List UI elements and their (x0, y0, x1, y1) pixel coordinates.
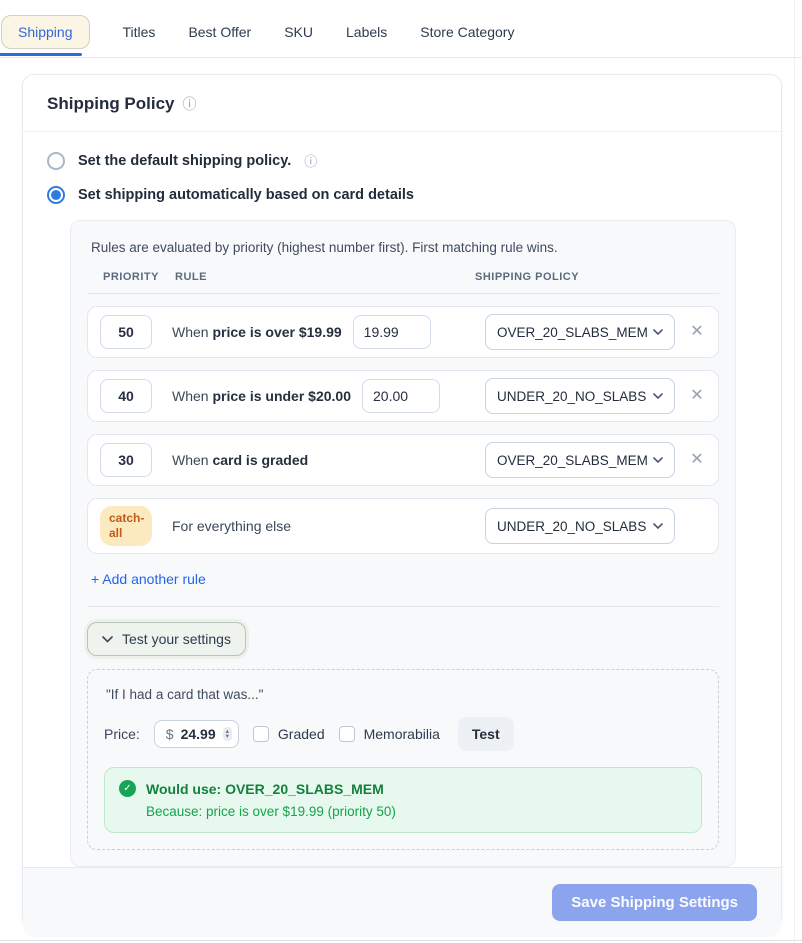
threshold-input[interactable] (362, 379, 440, 413)
select-value: OVER_20_SLABS_MEM (497, 324, 648, 340)
checkbox-label: Memorabilia (363, 726, 440, 742)
tab-label: SKU (284, 23, 314, 40)
divider (87, 606, 719, 607)
tab-shipping[interactable]: Shipping (0, 14, 90, 56)
rule-condition: card is graded (212, 452, 309, 468)
checkbox-unchecked-icon[interactable] (252, 726, 269, 742)
test-panel: "If I had a card that was..." Price: $ 2… (87, 669, 719, 850)
shipping-policy-select[interactable]: UNDER_20_NO_SLABS (485, 508, 675, 544)
rule-row: When price is over $19.99 OVER_20_SLABS_… (87, 306, 719, 358)
page-title: Shipping Policy (47, 94, 175, 113)
rule-condition: price is under $20.00 (212, 388, 351, 404)
column-shipping-policy: SHIPPING POLICY (475, 271, 580, 283)
catch-all-badge: catch-all (100, 506, 152, 546)
rule-when: When (172, 452, 209, 468)
settings-tab-bar: Shipping Titles Best Offer SKU Labels St… (0, 0, 802, 58)
column-rule: RULE (175, 271, 207, 283)
chevron-down-icon (653, 329, 663, 335)
rules-column-headers: PRIORITY RULE SHIPPING POLICY (87, 271, 719, 294)
rule-row: When price is under $20.00 UNDER_20_NO_S… (87, 370, 719, 422)
rules-panel: Rules are evaluated by priority (highest… (70, 220, 736, 867)
tab-store-category[interactable]: Store Category (420, 24, 514, 40)
rules-intro: Rules are evaluated by priority (highest… (91, 240, 558, 255)
number-stepper[interactable]: ▴ ▾ (222, 726, 232, 742)
price-label: Price: (104, 726, 140, 742)
shipping-policy-select[interactable]: OVER_20_SLABS_MEM (485, 442, 675, 478)
chevron-down-icon (653, 393, 663, 399)
rule-text: When price is under $20.00 (172, 388, 351, 404)
memorabilia-checkbox[interactable]: Memorabilia (338, 726, 440, 742)
priority-input[interactable] (100, 443, 152, 477)
rule-text: When card is graded (172, 452, 308, 468)
chevron-down-icon (653, 457, 663, 463)
test-toggle-label: Test your settings (122, 631, 231, 647)
save-shipping-settings-button[interactable]: Save Shipping Settings (552, 884, 757, 921)
dollar-sign: $ (165, 726, 174, 742)
shipping-policy-select[interactable]: UNDER_20_NO_SLABS (485, 378, 675, 414)
test-controls-row: Price: $ 24.99 ▴ ▾ Graded (104, 717, 702, 751)
tab-label: Shipping (18, 23, 73, 40)
priority-input[interactable] (100, 379, 152, 413)
rule-row-catch-all: catch-all For everything else UNDER_20_N… (87, 498, 719, 554)
select-value: UNDER_20_NO_SLABS (497, 518, 647, 534)
graded-checkbox[interactable]: Graded (252, 726, 325, 742)
radio-label: Set shipping automatically based on card… (78, 187, 414, 203)
rule-condition: price is over $19.99 (212, 324, 342, 340)
rule-text: When price is over $19.99 (172, 324, 342, 340)
select-value: OVER_20_SLABS_MEM (497, 452, 648, 468)
shipping-policy-card: Shipping Policy ⓘ Set the default shippi… (22, 74, 782, 937)
price-input[interactable]: $ 24.99 ▴ ▾ (153, 720, 239, 748)
tab-label: Best Offer (188, 23, 252, 40)
tab-label: Titles (122, 23, 156, 40)
rule-row: When card is graded OVER_20_SLABS_MEM ✕ (87, 434, 719, 486)
info-icon[interactable]: ⓘ (182, 96, 197, 112)
tab-titles[interactable]: Titles (123, 24, 156, 40)
chevron-down-icon (102, 635, 113, 643)
price-value: 24.99 (180, 726, 216, 742)
test-prompt: "If I had a card that was..." (106, 687, 264, 702)
column-priority: PRIORITY (103, 271, 159, 283)
radio-auto-policy[interactable]: Set shipping automatically based on card… (47, 186, 757, 204)
rule-text: For everything else (172, 518, 292, 534)
check-circle-icon: ✓ (119, 780, 136, 797)
step-down-icon[interactable]: ▾ (225, 733, 229, 740)
card-header: Shipping Policy ⓘ (23, 75, 781, 132)
card-body: Set the default shipping policy. ⓘ Set s… (23, 132, 781, 867)
tab-best-offer[interactable]: Best Offer (188, 24, 251, 40)
remove-rule-button[interactable]: ✕ (688, 324, 706, 340)
tab-sku[interactable]: SKU (284, 24, 313, 40)
result-reason: Because: price is over $19.99 (priority … (146, 804, 396, 819)
result-line: ✓ Would use: OVER_20_SLABS_MEM (119, 780, 687, 797)
test-button[interactable]: Test (457, 717, 514, 751)
tab-labels[interactable]: Labels (346, 24, 387, 40)
rule-when: When (172, 324, 209, 340)
tab-label: Store Category (420, 23, 515, 40)
card-footer: Save Shipping Settings (23, 867, 781, 937)
radio-checked-icon[interactable] (47, 186, 65, 204)
select-value: UNDER_20_NO_SLABS (497, 388, 647, 404)
tab-label: Labels (346, 23, 388, 40)
checkbox-label: Graded (277, 726, 325, 742)
threshold-input[interactable] (352, 315, 431, 349)
radio-unchecked-icon[interactable] (47, 152, 65, 170)
remove-rule-button[interactable]: ✕ (688, 452, 706, 468)
info-icon[interactable]: ⓘ (304, 153, 318, 169)
radio-default-policy[interactable]: Set the default shipping policy. ⓘ (47, 152, 757, 170)
radio-label: Set the default shipping policy. (78, 153, 292, 169)
checkbox-unchecked-icon[interactable] (338, 726, 355, 742)
result-title: Would use: OVER_20_SLABS_MEM (146, 780, 384, 797)
chevron-down-icon (653, 523, 663, 529)
step-up-icon[interactable]: ▴ (225, 727, 229, 735)
add-rule-link[interactable]: + Add another rule (91, 571, 206, 587)
remove-rule-button[interactable]: ✕ (688, 388, 706, 404)
priority-input[interactable] (100, 315, 152, 349)
shipping-policy-select[interactable]: OVER_20_SLABS_MEM (485, 314, 675, 350)
test-settings-toggle[interactable]: Test your settings (87, 622, 246, 656)
rule-when: When (172, 388, 209, 404)
test-result: ✓ Would use: OVER_20_SLABS_MEM Because: … (104, 767, 702, 833)
